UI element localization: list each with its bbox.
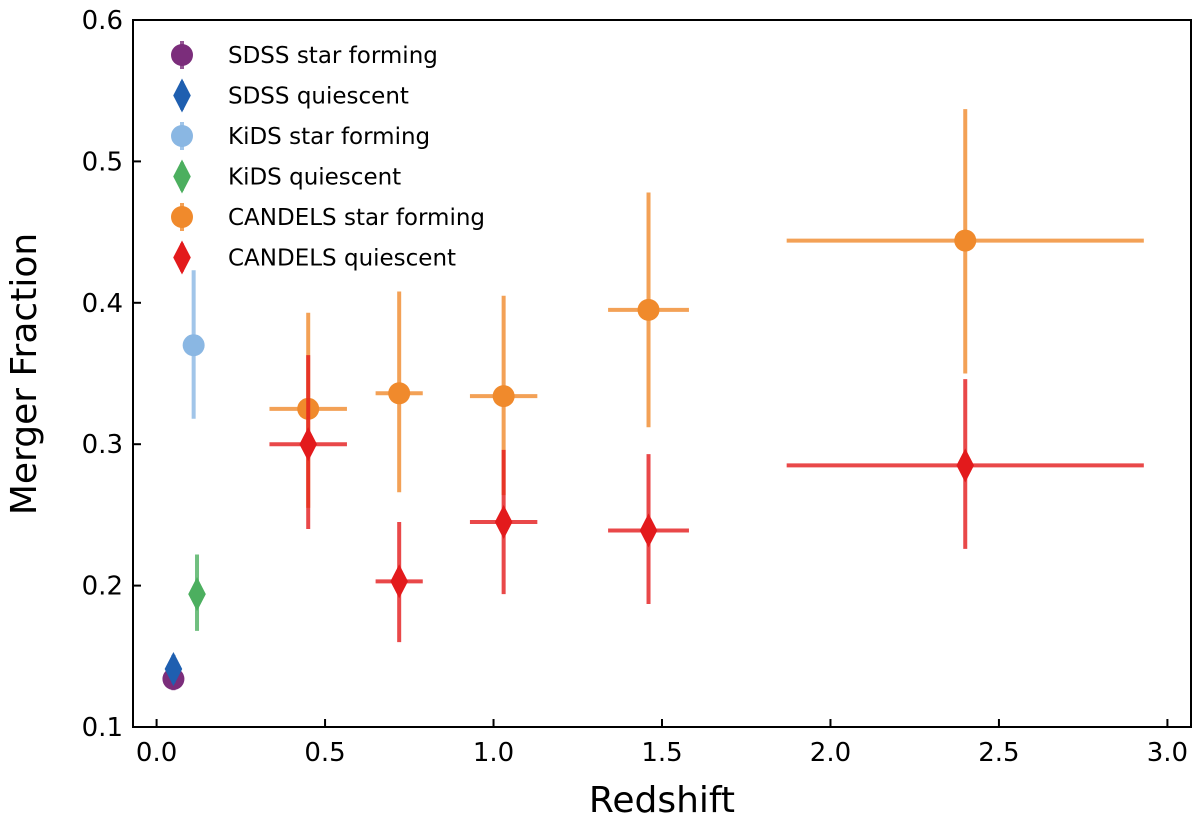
legend-marker	[173, 159, 191, 194]
legend-entry: SDSS star forming	[171, 41, 438, 69]
y-tick-label: 0.3	[82, 430, 123, 460]
data-point	[954, 229, 977, 252]
x-axis-title: Redshift	[589, 780, 735, 821]
legend-label: KiDS star forming	[228, 124, 430, 150]
x-tick-label: 0.5	[304, 738, 345, 768]
legend-entry: CANDELS star forming	[171, 203, 485, 231]
data-point	[494, 504, 513, 540]
data-point	[956, 448, 975, 483]
legend-entry: SDSS quiescent	[173, 78, 409, 113]
series-sdss-quiescent	[164, 651, 183, 687]
legend-label: CANDELS star forming	[228, 205, 485, 231]
y-tick-label: 0.2	[82, 572, 123, 602]
legend-label: KiDS quiescent	[228, 165, 401, 191]
data-point	[639, 513, 658, 548]
series-candels-star-forming	[269, 109, 1144, 508]
y-tick-label: 0.6	[82, 6, 123, 36]
x-tick-label: 0.0	[136, 738, 177, 768]
legend-label: CANDELS quiescent	[228, 246, 456, 272]
series-candels-quiescent	[269, 355, 1144, 643]
y-tick-label: 0.1	[82, 713, 123, 743]
x-tick-label: 1.5	[641, 738, 682, 768]
legend-entry: KiDS quiescent	[173, 159, 401, 194]
legend-entry: CANDELS quiescent	[173, 240, 456, 275]
legend-marker	[171, 44, 193, 66]
x-tick-label: 1.0	[473, 738, 514, 768]
axis-ticks: 0.0 0.5 1.0 1.5 2.0 2.5 3.0 0.1 0.2 0.3 0.4 0.5 0.6	[82, 6, 1188, 768]
series-kids-star-forming	[182, 270, 205, 419]
data-point	[388, 382, 411, 405]
x-tick-label: 3.0	[1147, 738, 1188, 768]
legend-entry: KiDS star forming	[171, 122, 430, 150]
data-point	[182, 334, 205, 357]
legend-label: SDSS star forming	[228, 43, 438, 69]
legend-marker	[173, 78, 191, 113]
data-point	[164, 651, 183, 687]
data-point	[637, 298, 660, 321]
legend-marker	[171, 206, 193, 228]
data-point	[390, 564, 408, 599]
y-tick-label: 0.5	[82, 147, 123, 177]
legend-label: SDSS quiescent	[228, 84, 409, 110]
legend: SDSS star forming SDSS quiescent KiDS star…	[171, 41, 485, 275]
y-tick-label: 0.4	[82, 289, 123, 319]
data-point	[299, 427, 318, 462]
data-point	[492, 385, 515, 408]
legend-marker	[173, 240, 191, 275]
x-tick-label: 2.5	[978, 738, 1019, 768]
y-axis-title: Merger Fraction	[4, 233, 45, 515]
data-point	[188, 577, 206, 612]
series-kids-quiescent	[188, 554, 206, 631]
legend-marker	[171, 125, 193, 147]
x-tick-label: 2.0	[810, 738, 851, 768]
data-marks	[162, 109, 1144, 691]
